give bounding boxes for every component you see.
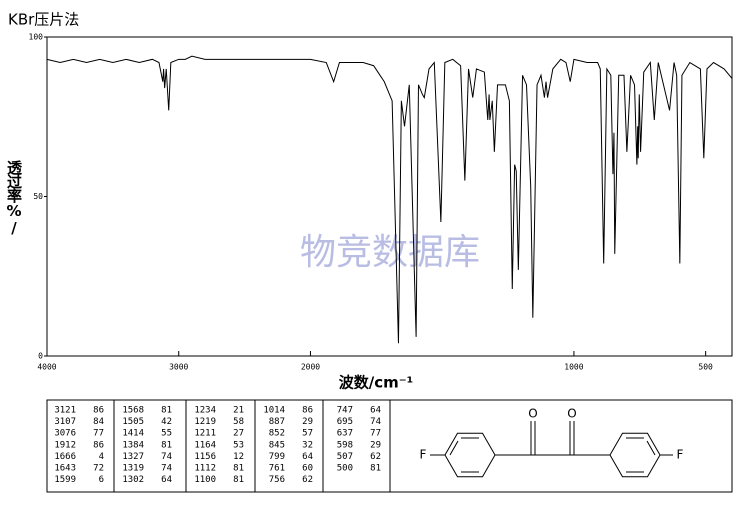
peak-transmittance: 32	[302, 440, 313, 450]
peak-wavenumber: 3107	[54, 417, 76, 427]
peak-transmittance: 64	[161, 475, 172, 485]
peak-transmittance: 81	[161, 406, 172, 416]
peak-transmittance: 86	[93, 406, 104, 416]
peak-wavenumber: 1327	[122, 452, 144, 462]
peak-wavenumber: 507	[337, 452, 353, 462]
peak-wavenumber: 1384	[122, 440, 144, 450]
plot-frame	[46, 36, 733, 357]
peak-wavenumber: 799	[269, 452, 285, 462]
x-tick-label: 500	[698, 363, 713, 372]
peak-wavenumber: 1666	[54, 452, 76, 462]
peak-transmittance: 57	[302, 429, 313, 439]
peak-transmittance: 77	[370, 429, 381, 439]
structure	[430, 421, 673, 478]
y-axis-label: 透过率%/	[5, 160, 23, 236]
peak-wavenumber: 500	[337, 464, 353, 474]
peak-wavenumber: 1912	[54, 440, 76, 450]
peak-transmittance: 72	[93, 464, 104, 474]
peak-transmittance: 53	[233, 440, 244, 450]
peak-transmittance: 42	[161, 417, 172, 427]
peak-wavenumber: 852	[269, 429, 285, 439]
peak-wavenumber: 747	[337, 406, 353, 416]
peak-wavenumber: 598	[337, 440, 353, 450]
y-tick-label: 50	[33, 192, 43, 201]
peak-wavenumber: 887	[269, 417, 285, 427]
x-tick-label: 1000	[564, 363, 583, 372]
peak-wavenumber: 637	[337, 429, 353, 439]
peak-transmittance: 64	[302, 452, 313, 462]
atom-label: F	[677, 448, 684, 462]
peak-wavenumber: 1643	[54, 464, 76, 474]
peak-transmittance: 29	[302, 417, 313, 427]
peak-wavenumber: 3121	[54, 406, 76, 416]
peak-wavenumber: 1112	[194, 464, 216, 474]
peak-transmittance: 77	[93, 429, 104, 439]
peak-wavenumber: 761	[269, 464, 285, 474]
peak-wavenumber: 1211	[194, 429, 216, 439]
peak-wavenumber: 1156	[194, 452, 216, 462]
atom-label: O	[567, 407, 576, 421]
atom-label: F	[420, 448, 427, 462]
x-tick-label: 2000	[301, 363, 320, 372]
peak-wavenumber: 845	[269, 440, 285, 450]
peak-transmittance: 62	[370, 452, 381, 462]
peak-transmittance: 55	[161, 429, 172, 439]
peak-transmittance: 58	[233, 417, 244, 427]
peak-transmittance: 74	[370, 417, 381, 427]
atom-label: O	[528, 407, 537, 421]
peak-transmittance: 74	[161, 464, 172, 474]
peak-transmittance: 81	[370, 464, 381, 474]
peak-wavenumber: 1302	[122, 475, 144, 485]
peak-wavenumber: 1568	[122, 406, 144, 416]
peak-wavenumber: 1234	[194, 406, 216, 416]
peak-wavenumber: 695	[337, 417, 353, 427]
chart-title: KBr压片法	[8, 11, 79, 29]
peak-transmittance: 81	[161, 440, 172, 450]
peak-transmittance: 74	[161, 452, 172, 462]
spectrum-line	[46, 55, 733, 344]
peak-transmittance: 84	[93, 417, 104, 427]
peak-wavenumber: 1599	[54, 475, 76, 485]
watermark: 物竞数据库	[300, 232, 480, 273]
peak-transmittance: 29	[370, 440, 381, 450]
y-tick-label: 100	[29, 33, 44, 42]
peak-transmittance: 86	[302, 406, 313, 416]
peak-wavenumber: 1164	[194, 440, 216, 450]
peak-wavenumber: 1100	[194, 475, 216, 485]
peak-transmittance: 62	[302, 475, 313, 485]
peak-transmittance: 27	[233, 429, 244, 439]
peak-wavenumber: 1219	[194, 417, 216, 427]
peak-wavenumber: 1414	[122, 429, 144, 439]
peak-transmittance: 81	[233, 475, 244, 485]
peak-transmittance: 64	[370, 406, 381, 416]
y-tick-label: 0	[38, 352, 43, 361]
x-tick-label: 3000	[169, 363, 188, 372]
peak-wavenumber: 1319	[122, 464, 144, 474]
peak-wavenumber: 1014	[263, 406, 285, 416]
peak-transmittance: 21	[233, 406, 244, 416]
x-tick-label: 4000	[37, 363, 56, 372]
peak-wavenumber: 1505	[122, 417, 144, 427]
x-axis-label: 波数/cm⁻¹	[339, 374, 414, 392]
table-dividers	[113, 400, 391, 492]
peak-wavenumber: 3076	[54, 429, 76, 439]
peak-transmittance: 81	[233, 464, 244, 474]
peak-transmittance: 12	[233, 452, 244, 462]
peak-transmittance: 60	[302, 464, 313, 474]
peak-wavenumber: 756	[269, 475, 285, 485]
peak-transmittance: 86	[93, 440, 104, 450]
peak-transmittance: 4	[99, 452, 104, 462]
peak-transmittance: 6	[99, 475, 104, 485]
